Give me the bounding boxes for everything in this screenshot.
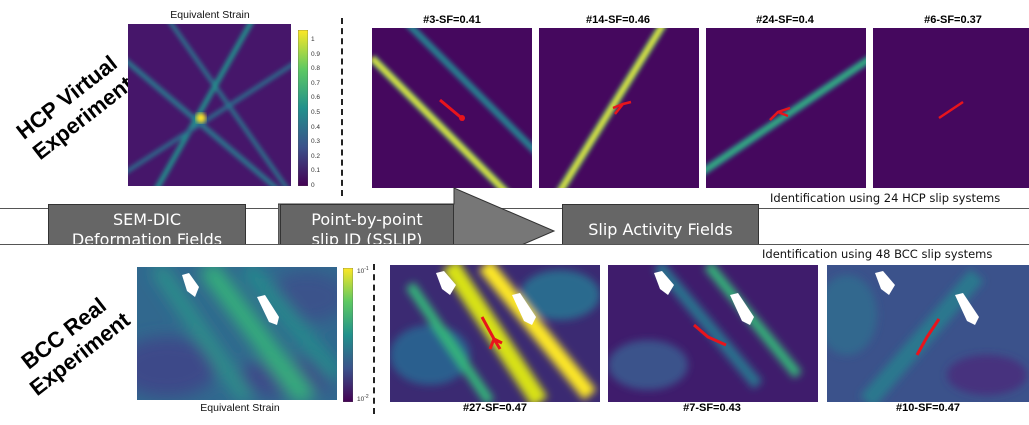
bcc-identification-note: Identification using 48 BCC slip systems	[762, 247, 993, 261]
sslip-line1: Point-by-point	[311, 210, 423, 229]
bcc-strain-title: Equivalent Strain	[200, 402, 280, 414]
hcp-colorbar-tick: 0.2	[311, 152, 321, 160]
hcp-colorbar-tick: 0.8	[311, 65, 321, 73]
hcp-panel-title-2: #14-SF=0.46	[586, 14, 650, 26]
hcp-colorbar-tick: 0.9	[311, 50, 321, 58]
bcc-panel-title-1: #27-SF=0.47	[463, 402, 527, 414]
slip-activity-label: Slip Activity Fields	[588, 220, 733, 239]
hcp-colorbar-tick: 1	[311, 36, 315, 43]
hcp-slip-panel-4	[873, 28, 1029, 188]
hcp-panel-title-4: #6-SF=0.37	[924, 14, 982, 26]
sem-dic-line1: SEM-DIC	[112, 210, 182, 229]
bcc-panel-title-3: #10-SF=0.47	[896, 402, 960, 414]
hcp-colorbar-tick: 0.4	[311, 123, 321, 131]
bcc-slip-panel-3	[827, 265, 1029, 402]
hcp-colorbar-tick: 0.3	[311, 138, 321, 146]
hcp-slip-panel-3	[706, 28, 866, 188]
bcc-slip-panel-1	[390, 265, 600, 402]
bcc-panel-title-2: #7-SF=0.43	[683, 402, 741, 414]
hcp-identification-note: Identification using 24 HCP slip systems	[770, 191, 1001, 205]
hcp-strain-title: Equivalent Strain	[170, 9, 250, 21]
hcp-panel-title-1: #3-SF=0.41	[423, 14, 481, 26]
hcp-colorbar-tick: 0	[311, 182, 315, 189]
hcp-colorbar-tick: 0.6	[311, 94, 321, 102]
bcc-divider	[373, 264, 375, 414]
hcp-colorbar	[297, 29, 309, 187]
hcp-slip-panel-1	[372, 28, 532, 188]
hcp-panel-title-3: #24-SF=0.4	[756, 14, 814, 26]
hcp-colorbar-tick: 0.1	[311, 167, 321, 175]
bcc-strain-map	[137, 267, 337, 400]
bcc-colorbar-top-tick: 10-1	[357, 266, 369, 276]
hcp-divider	[341, 18, 343, 196]
bcc-colorbar	[342, 267, 354, 403]
hcp-colorbar-tick: 0.5	[311, 109, 321, 116]
hcp-strain-map	[128, 24, 291, 186]
bcc-slip-panel-2	[608, 265, 818, 402]
hcp-colorbar-tick: 0.7	[311, 79, 321, 87]
bcc-colorbar-bottom-tick: 10-2	[357, 394, 369, 404]
hcp-slip-panel-2	[539, 28, 699, 188]
